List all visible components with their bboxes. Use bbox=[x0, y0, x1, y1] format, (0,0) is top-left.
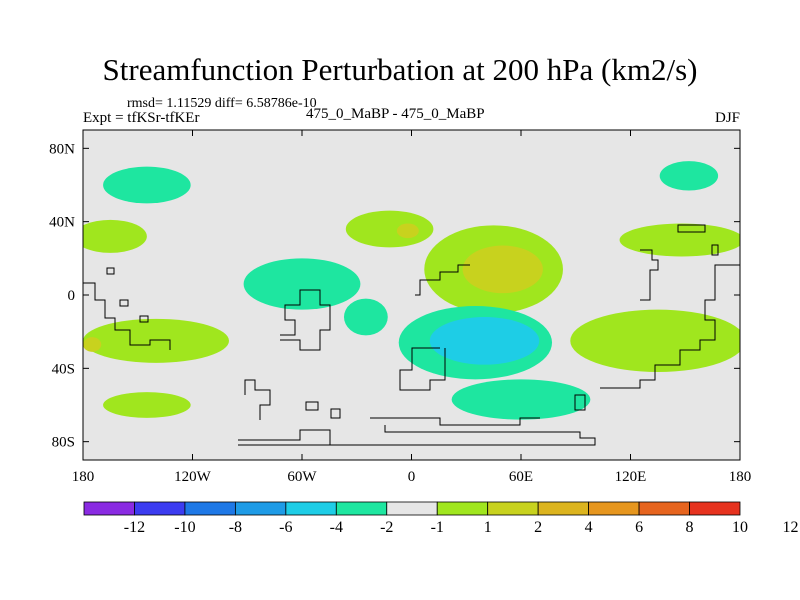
colorbar-label-12: 10 bbox=[732, 519, 748, 536]
contour-region-14 bbox=[659, 161, 719, 191]
colorbar-label-7: 1 bbox=[484, 519, 492, 536]
contour-region-12 bbox=[570, 309, 740, 372]
coastline-0 bbox=[83, 282, 171, 350]
colorbar-label-0: -12 bbox=[124, 519, 145, 536]
colorbar-label-5: -2 bbox=[380, 519, 393, 536]
colorbar-swatch-10 bbox=[588, 501, 640, 516]
coastline-13 bbox=[330, 408, 341, 419]
coastline-8 bbox=[600, 264, 740, 389]
colorbar-swatch-8 bbox=[487, 501, 539, 516]
x-tick-label-1: 120W bbox=[174, 469, 212, 485]
contour-region-9 bbox=[462, 245, 543, 294]
contour-region-6 bbox=[83, 318, 229, 363]
colorbar-swatch-6 bbox=[386, 501, 438, 516]
colorbar-label-2: -8 bbox=[229, 519, 242, 536]
axis-ticks: 180 120W 60W 0 60E 120E 180 80N 40N 0 40S 80S bbox=[49, 130, 751, 485]
coastline-6 bbox=[370, 417, 540, 426]
coastline-15 bbox=[139, 315, 149, 323]
colorbar-swatch-4 bbox=[285, 501, 337, 516]
coastline-12 bbox=[305, 401, 319, 411]
colorbar-label-9: 4 bbox=[585, 519, 593, 536]
experiment-label: Expt = tfKSr-tfKEr bbox=[83, 110, 200, 126]
y-tick-label-2: 0 bbox=[68, 288, 76, 304]
case-label: 475_0_MaBP - 475_0_MaBP bbox=[306, 106, 485, 122]
coastline-10 bbox=[574, 394, 586, 411]
coastline-9 bbox=[640, 249, 659, 301]
contour-region-1 bbox=[83, 219, 147, 253]
chart-title: Streamfunction Perturbation at 200 hPa (… bbox=[102, 52, 698, 87]
colorbar-swatch-9 bbox=[537, 501, 590, 516]
contour-region-13 bbox=[619, 223, 740, 257]
colorbar-label-4: -4 bbox=[330, 519, 343, 536]
y-tick-label-3: 40S bbox=[52, 361, 75, 377]
coastline-16 bbox=[106, 267, 115, 275]
contour-region-4 bbox=[243, 258, 361, 310]
x-tick-label-6: 180 bbox=[729, 469, 752, 485]
x-tick-label-2: 60W bbox=[287, 469, 317, 485]
colorbar-swatch-5 bbox=[335, 501, 388, 516]
colorbar-label-11: 8 bbox=[686, 519, 694, 536]
contour-region-15 bbox=[103, 392, 191, 418]
colorbar-label-10: 6 bbox=[635, 519, 643, 536]
contour-region-7 bbox=[83, 337, 102, 352]
y-tick-label-4: 80S bbox=[52, 435, 75, 451]
colorbar-swatch-12 bbox=[689, 501, 741, 516]
stats-label: rmsd= 1.11529 diff= 6.58786e-10 bbox=[127, 96, 317, 111]
colorbar-swatch-1 bbox=[134, 501, 186, 516]
y-tick-label-0: 80N bbox=[49, 141, 75, 157]
colorbar-label-1: -10 bbox=[174, 519, 195, 536]
x-tick-label-3: 0 bbox=[408, 469, 416, 485]
coastline-3 bbox=[280, 289, 331, 351]
x-tick-label-0: 180 bbox=[72, 469, 95, 485]
coastline-11 bbox=[677, 224, 706, 233]
coastline-1 bbox=[244, 379, 271, 420]
colorbar-label-6: -1 bbox=[431, 519, 444, 536]
colorbar-label-13: 12 bbox=[782, 519, 798, 536]
colorbar: -12 -10 -8 -6 -4 -2 -1 1 2 4 6 8 10 12 bbox=[83, 501, 798, 536]
contour-region-3 bbox=[396, 223, 419, 239]
coastline-17 bbox=[711, 244, 719, 256]
contour-region-5 bbox=[343, 298, 388, 336]
coastline-5 bbox=[399, 347, 446, 391]
colorbar-swatch-11 bbox=[638, 501, 690, 516]
coastlines bbox=[83, 224, 740, 446]
contour-region-16 bbox=[451, 379, 591, 420]
coastline-7 bbox=[238, 425, 596, 446]
x-tick-label-4: 60E bbox=[509, 469, 533, 485]
colorbar-swatch-3 bbox=[234, 501, 287, 516]
coastline-2 bbox=[238, 429, 331, 445]
contour-region-2 bbox=[345, 210, 434, 248]
colorbar-swatch-0 bbox=[83, 501, 135, 516]
coastline-4 bbox=[415, 264, 470, 296]
coastline-14 bbox=[119, 299, 129, 307]
colorbar-swatch-7 bbox=[436, 501, 489, 516]
contour-region-0 bbox=[103, 166, 191, 204]
colorbar-label-3: -6 bbox=[279, 519, 292, 536]
season-label: DJF bbox=[714, 110, 740, 126]
contour-region-11 bbox=[429, 317, 540, 365]
plot-background bbox=[83, 130, 740, 460]
y-tick-label-1: 40N bbox=[49, 215, 75, 231]
contour-fills bbox=[83, 161, 740, 420]
x-tick-label-5: 120E bbox=[615, 469, 647, 485]
colorbar-swatch-2 bbox=[184, 501, 236, 516]
colorbar-label-8: 2 bbox=[534, 519, 542, 536]
